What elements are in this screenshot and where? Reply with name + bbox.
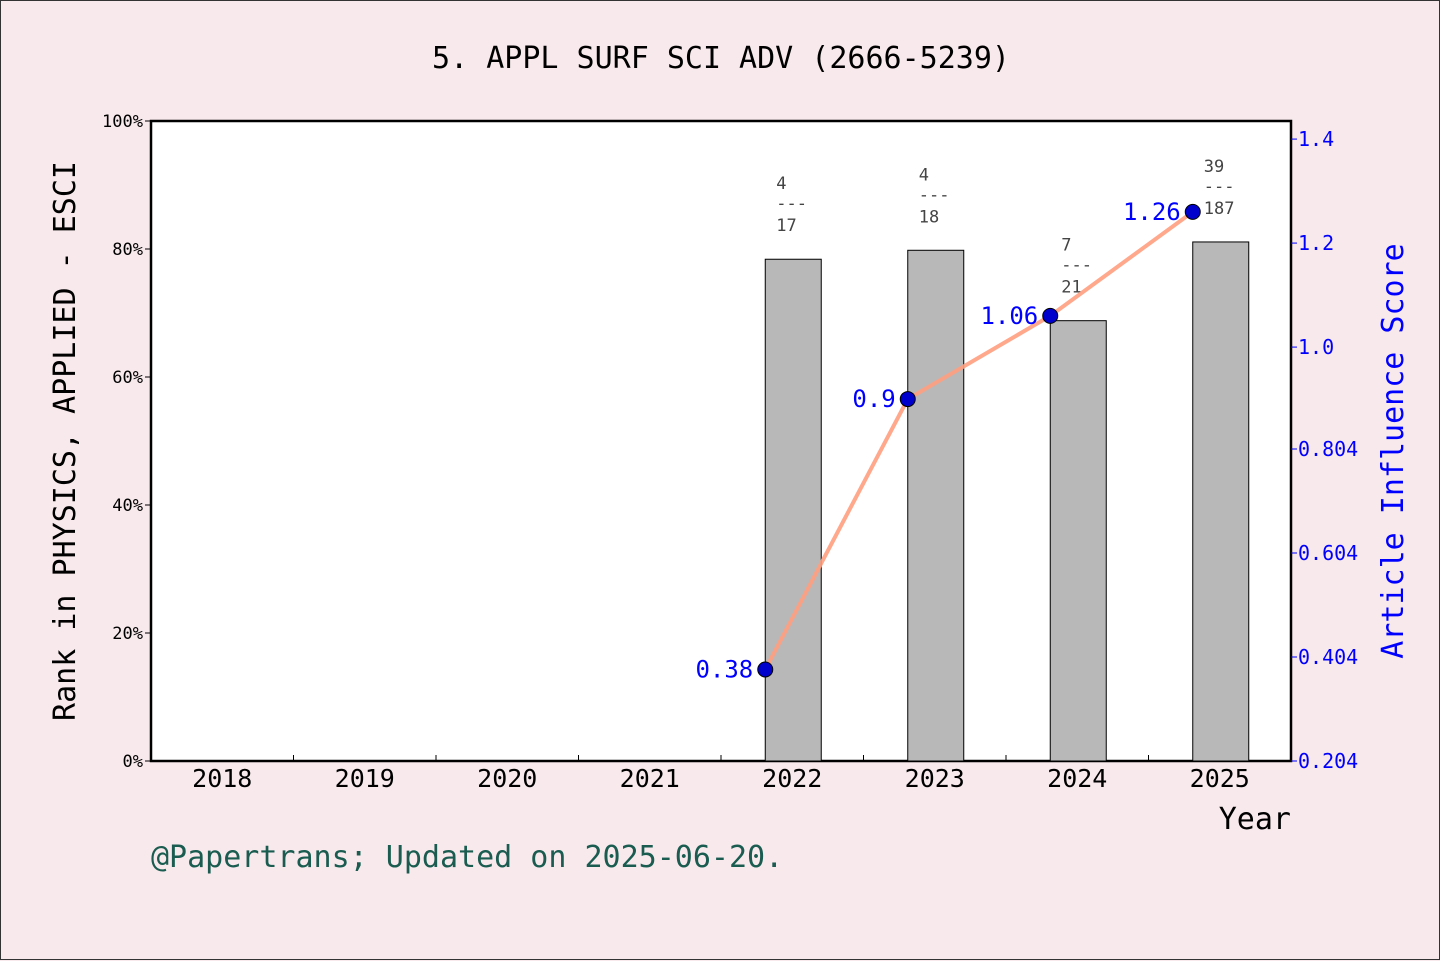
footer-note: @Papertrans; Updated on 2025-06-20. <box>151 840 783 875</box>
ais-point-label: 1.26 <box>1123 198 1181 226</box>
bar-2024 <box>1049 320 1107 762</box>
ais-point-2024 <box>1042 307 1059 324</box>
y-right-tick-label: 1.2 <box>1298 231 1334 255</box>
y-axis-right-label: Article Influence Score <box>1376 243 1411 658</box>
y-right-tick-label: 0.204 <box>1298 749 1358 773</box>
bar-total-label: 187 <box>1204 199 1235 219</box>
bar-fraction-line: --- <box>776 194 807 214</box>
bar-fraction-line: --- <box>1061 256 1092 276</box>
x-tick-label: 2022 <box>762 764 822 793</box>
y-left-tick-label: 60% <box>112 368 143 388</box>
y-axis-left-label: Rank in PHYSICS, APPLIED - ESCI <box>48 161 83 721</box>
y-right-tick-label: 0.804 <box>1298 437 1358 461</box>
chart-title: 5. APPL SURF SCI ADV (2666-5239) <box>432 41 1010 76</box>
bar-2023 <box>907 249 965 762</box>
ais-point-label: 0.9 <box>852 385 895 413</box>
bar-total-label: 21 <box>1061 278 1081 298</box>
bar-total-label: 17 <box>776 216 796 236</box>
y-left-tick-label: 20% <box>112 624 143 644</box>
ais-point-label: 1.06 <box>980 302 1038 330</box>
ais-point-2023 <box>899 391 916 408</box>
x-tick-label: 2025 <box>1190 764 1250 793</box>
y-right-tick-label: 0.604 <box>1298 541 1358 565</box>
bar-rank-label: 7 <box>1061 236 1071 256</box>
y-left-tick-label: 80% <box>112 240 143 260</box>
x-axis-label: Year <box>1219 802 1291 837</box>
ais-point-2025 <box>1184 203 1201 220</box>
bar-2022 <box>764 258 822 762</box>
x-tick-label: 2020 <box>477 764 537 793</box>
bar-rank-label: 39 <box>1204 157 1224 177</box>
bar-2025 <box>1192 241 1250 762</box>
y-left-tick-label: 40% <box>112 496 143 516</box>
x-tick-label: 2024 <box>1047 764 1107 793</box>
x-tick-label: 2021 <box>620 764 680 793</box>
x-tick-label: 2018 <box>192 764 252 793</box>
ais-point-2022 <box>757 661 774 678</box>
bar-rank-label: 4 <box>776 174 786 194</box>
bar-fraction-line: --- <box>1204 177 1235 197</box>
x-tick-label: 2019 <box>335 764 395 793</box>
y-right-tick-label: 1.0 <box>1298 335 1334 359</box>
y-right-tick-label: 1.4 <box>1298 127 1334 151</box>
y-left-tick-label: 0% <box>123 752 143 772</box>
bar-rank-label: 4 <box>919 165 929 185</box>
bar-fraction-line: --- <box>919 185 950 205</box>
ais-line <box>763 210 1194 671</box>
bar-total-label: 18 <box>919 207 939 227</box>
x-tick-label: 2023 <box>905 764 965 793</box>
y-right-tick-label: 0.404 <box>1298 645 1358 669</box>
ais-point-label: 0.38 <box>695 655 753 683</box>
y-left-tick-label: 100% <box>102 112 143 132</box>
